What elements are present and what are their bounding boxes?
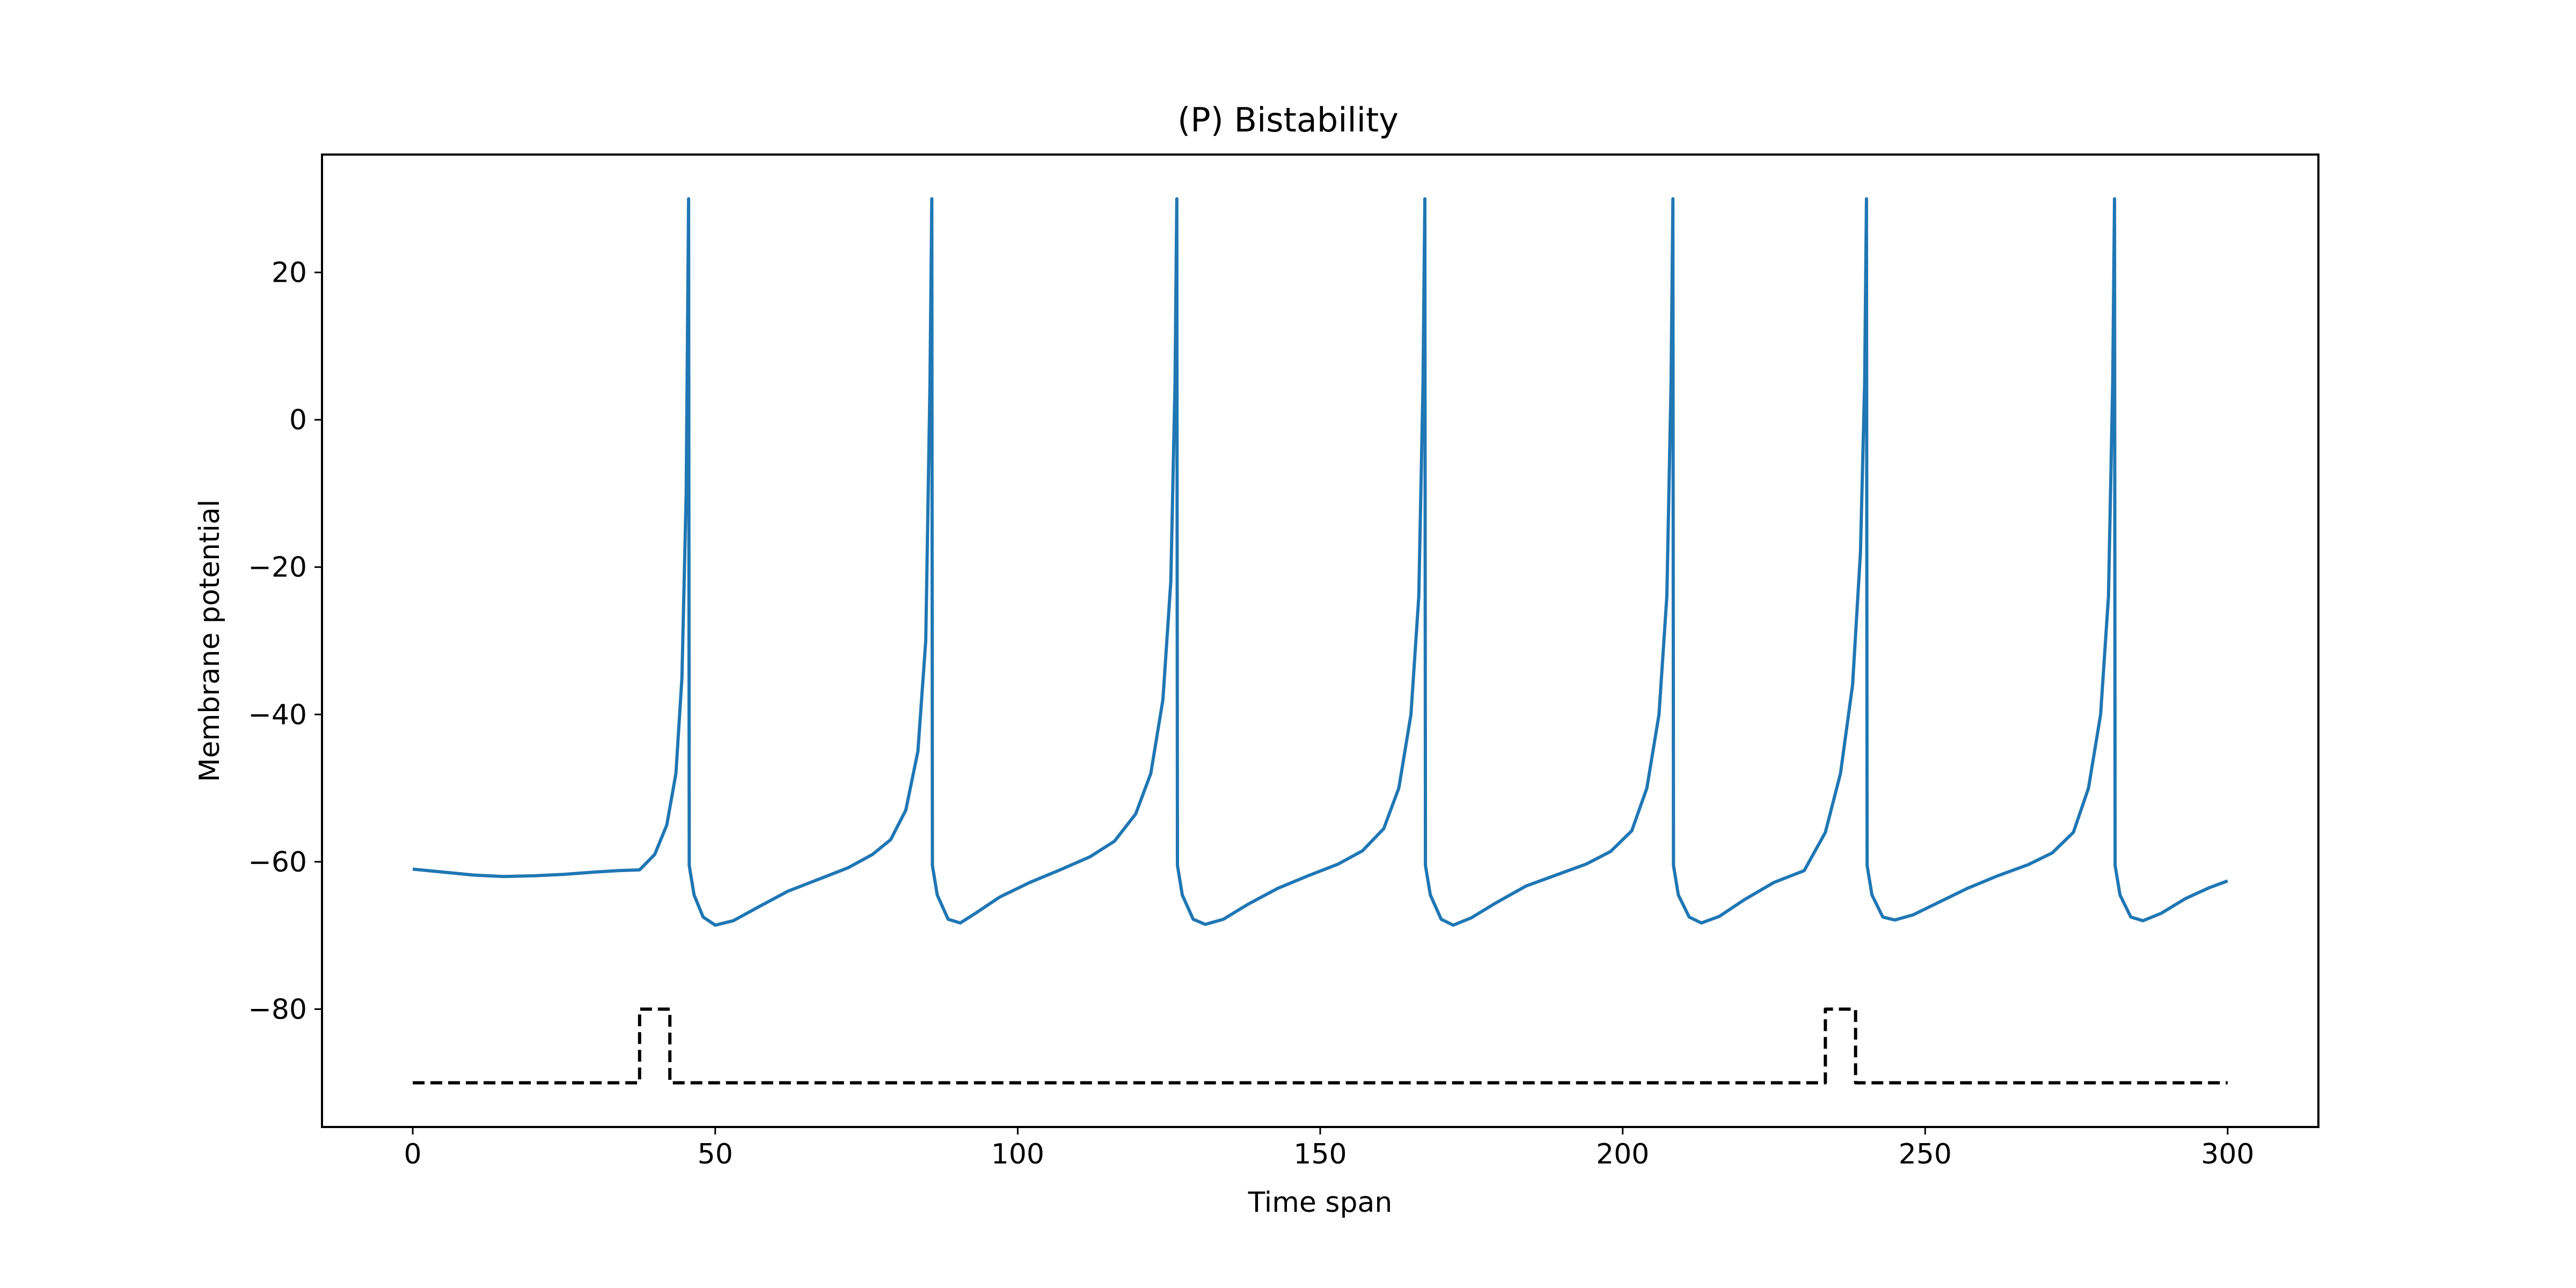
y-tick-label: 0 — [289, 404, 307, 436]
x-tick-label: 200 — [1596, 1138, 1649, 1170]
x-tick-label: 50 — [698, 1138, 733, 1170]
x-tick-label: 100 — [991, 1138, 1044, 1170]
x-axis-ticks: 0 50 100 150 200 250 300 — [404, 1127, 2255, 1170]
x-tick-label: 250 — [1899, 1138, 1952, 1170]
y-axis-ticks: −80 −60 −40 −20 0 20 — [248, 257, 322, 1026]
y-tick-label: −20 — [248, 552, 307, 584]
y-tick-label: −80 — [248, 993, 307, 1026]
y-tick-label: −60 — [248, 846, 307, 879]
stimulus-line — [413, 1007, 2228, 1085]
y-axis-label: Membrane potential — [194, 500, 226, 782]
x-tick-label: 0 — [404, 1138, 422, 1170]
x-axis-label: Time span — [1248, 1187, 1393, 1219]
x-tick-label: 300 — [2201, 1138, 2254, 1170]
y-tick-label: 20 — [272, 257, 307, 289]
chart-title: (P) Bistability — [1177, 100, 1399, 140]
series-layer — [412, 197, 2228, 1085]
x-tick-label: 150 — [1293, 1138, 1346, 1170]
y-tick-label: −40 — [248, 699, 307, 731]
membrane-potential-line — [412, 197, 2228, 927]
